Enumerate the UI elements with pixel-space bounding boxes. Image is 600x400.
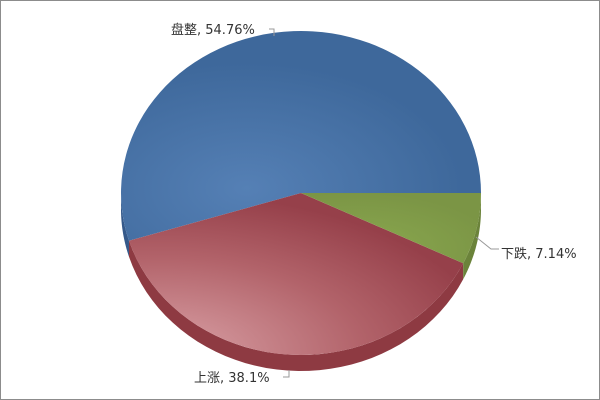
slice-side-下跌 bbox=[463, 193, 481, 280]
slice-label: 下跌, 7.14% bbox=[501, 246, 577, 262]
slice-label: 上涨, 38.1% bbox=[194, 371, 270, 386]
leader-line bbox=[283, 370, 290, 378]
slice-side-盘整 bbox=[121, 193, 129, 257]
pie-slice-下跌[interactable] bbox=[301, 193, 481, 264]
label-xiadie: 下跌, 7.14% bbox=[475, 236, 577, 262]
slice-side-上涨 bbox=[128, 240, 464, 371]
slice-label: 盘整, 54.76% bbox=[171, 22, 255, 38]
label-shangzhang: 上涨, 38.1% bbox=[194, 370, 290, 386]
label-panzheng: 盘整, 54.76% bbox=[171, 22, 275, 38]
leader-line bbox=[475, 236, 499, 250]
pie-slice-上涨[interactable] bbox=[128, 193, 464, 355]
pie-slice-盘整[interactable] bbox=[121, 31, 481, 241]
leader-line bbox=[269, 28, 275, 36]
